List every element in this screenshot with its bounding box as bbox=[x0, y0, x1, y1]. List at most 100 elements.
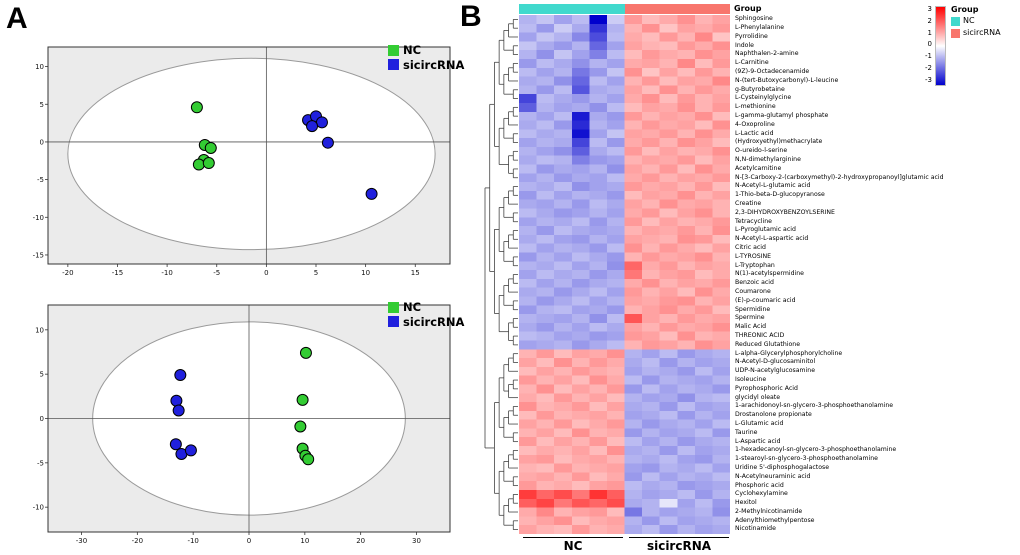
heatmap-row-labels: Sphingosine L-Phenylalanine Pyrrolidine Ind… bbox=[733, 15, 1020, 534]
row-label: N-[3-Carboxy-2-(carboxymethyl)-2-hydroxy… bbox=[735, 173, 944, 181]
svg-text:-20: -20 bbox=[62, 269, 73, 277]
row-label: N,N-dimethylarginine bbox=[735, 156, 801, 164]
row-label: Acetylcarnitine bbox=[735, 164, 782, 172]
row-label: O-ureido-l-serine bbox=[735, 147, 788, 155]
svg-text:10: 10 bbox=[35, 63, 44, 71]
row-label: Malic Acid bbox=[735, 323, 767, 331]
svg-text:20: 20 bbox=[356, 537, 365, 545]
row-label: Phosphoric acid bbox=[735, 481, 784, 489]
row-label: 2,3-DIHYDROXYBENZOYLSERINE bbox=[735, 208, 835, 216]
svg-text:5: 5 bbox=[40, 101, 44, 109]
row-label: (9Z)-9-Octadecenamide bbox=[735, 68, 810, 76]
row-label: (E)-p-coumaric acid bbox=[735, 296, 796, 304]
color-scale-tick: -3 bbox=[925, 75, 932, 84]
score-plot-bottom: -30 -20 -10 0 10 20 30 -10 -5 0 5 10 bbox=[33, 304, 451, 545]
row-label: Taurine bbox=[735, 428, 758, 436]
row-label: Adenylthiomethylpentose bbox=[735, 516, 815, 524]
row-label: Naphthalen-2-amine bbox=[735, 50, 799, 58]
svg-text:10: 10 bbox=[300, 537, 309, 545]
row-label: Isoleucine bbox=[735, 375, 767, 383]
group-annotation-bar bbox=[519, 4, 730, 14]
svg-text:-20: -20 bbox=[132, 537, 143, 545]
annotation-sicircrna bbox=[624, 4, 730, 14]
row-label: N(1)-acetylspermidine bbox=[735, 270, 804, 278]
row-label: Cyclohexylamine bbox=[735, 490, 788, 498]
row-label: THREONIC ACID bbox=[735, 331, 785, 339]
row-label: L-Cysteinylglycine bbox=[735, 94, 792, 102]
panel-a-label: A bbox=[6, 2, 28, 35]
sicircrna-color-swatch bbox=[388, 59, 399, 71]
row-label: Citric acid bbox=[735, 243, 766, 251]
panel-b-label: B bbox=[460, 0, 482, 33]
row-label: Reduced Glutathione bbox=[735, 340, 801, 348]
legend-label-nc: NC bbox=[403, 300, 422, 314]
legend-item-nc: NC bbox=[388, 44, 464, 57]
svg-text:-5: -5 bbox=[37, 459, 44, 467]
row-label: N-Acetylneuraminic acid bbox=[735, 472, 811, 480]
row-label: 2-Methylnicotinamide bbox=[735, 507, 803, 515]
row-label: N-Acetyl-L-glutamic acid bbox=[735, 182, 811, 190]
sicircrna-group-label: sicircRNA bbox=[646, 539, 712, 553]
annotation-nc bbox=[519, 4, 625, 14]
row-label: Creatine bbox=[735, 200, 762, 207]
color-scale-tick: 0 bbox=[927, 40, 932, 49]
row-label: N-Acetyl-D-glucosaminitol bbox=[735, 358, 816, 366]
svg-text:-15: -15 bbox=[33, 251, 44, 259]
group-legend: Group NC sicircRNA bbox=[951, 6, 1001, 38]
row-label: 4-Oxoproline bbox=[735, 120, 775, 128]
svg-text:-10: -10 bbox=[33, 214, 44, 222]
row-label: N-Acetyl-L-aspartic acid bbox=[735, 235, 809, 243]
sicircrna-color-swatch bbox=[388, 316, 399, 328]
nc-group-label: NC bbox=[563, 539, 583, 553]
svg-text:-5: -5 bbox=[37, 176, 44, 184]
row-label: L-methionine bbox=[735, 103, 776, 111]
svg-text:-10: -10 bbox=[33, 504, 44, 512]
color-scale-bar bbox=[935, 6, 946, 86]
row-label: Uridine 5'-diphosphogalactose bbox=[735, 463, 830, 471]
row-label: 1-arachidonoyl-sn-glycero-3-phosphoethan… bbox=[735, 402, 894, 410]
legend-item-nc: NC bbox=[388, 301, 464, 314]
row-label: UDP-N-acetylglucosamine bbox=[735, 367, 816, 375]
row-label: Benzoic acid bbox=[735, 279, 774, 287]
color-scale-tick: 1 bbox=[927, 28, 932, 37]
svg-text:0: 0 bbox=[40, 415, 44, 423]
score-plot-top-legend: NC sicircRNA bbox=[388, 44, 464, 71]
legend-item-nc: NC bbox=[951, 16, 1001, 26]
svg-text:-15: -15 bbox=[112, 269, 123, 277]
legend-item-sicircrna: sicircRNA bbox=[951, 28, 1001, 38]
svg-text:5: 5 bbox=[314, 269, 318, 277]
row-label: Drostanolone propionate bbox=[735, 411, 812, 419]
row-label: Coumarone bbox=[735, 287, 771, 295]
nc-color-swatch bbox=[388, 301, 399, 313]
row-label: N-(tert-Butoxycarbonyl)-L-leucine bbox=[735, 76, 839, 84]
svg-text:15: 15 bbox=[411, 269, 420, 277]
svg-text:0: 0 bbox=[247, 537, 251, 545]
row-label: L-gamma-glutamyl phosphate bbox=[735, 112, 829, 120]
nc-group-label-text: NC bbox=[963, 16, 975, 26]
heatmap-legend: 3 2 1 0 -1 -2 -3 Group NC sicircRNA bbox=[922, 6, 1001, 86]
svg-text:-5: -5 bbox=[213, 269, 220, 277]
nc-group-swatch bbox=[951, 17, 960, 26]
score-plot-top: -20 -15 -10 -5 0 5 10 15 -15 -10 -5 0 5 10 bbox=[33, 46, 451, 277]
svg-text:-10: -10 bbox=[187, 537, 198, 545]
row-label: L-Aspartic acid bbox=[735, 437, 781, 445]
row-label: L-TYROSINE bbox=[735, 252, 772, 260]
color-scale-tick: 3 bbox=[927, 5, 932, 13]
row-label: 1-stearoyl-sn-glycero-3-phosphoethanolam… bbox=[735, 455, 878, 463]
color-scale-tick: 2 bbox=[927, 16, 932, 25]
group-annotation-label: Group bbox=[734, 4, 762, 13]
row-label: L-Tryptophan bbox=[735, 261, 775, 269]
svg-text:0: 0 bbox=[264, 269, 268, 277]
nc-color-swatch bbox=[388, 44, 399, 56]
row-label: Spermidine bbox=[735, 305, 771, 313]
row-label: Spermine bbox=[735, 314, 765, 322]
row-label: L-Pyroglutamic acid bbox=[735, 226, 796, 234]
row-label: 1-Thio-beta-D-glucopyranose bbox=[735, 191, 825, 199]
dendrogram bbox=[484, 18, 518, 531]
svg-text:10: 10 bbox=[361, 269, 370, 277]
row-label: (Hydroxyethyl)methacrylate bbox=[735, 138, 823, 146]
score-plot-bottom-legend: NC sicircRNA bbox=[388, 301, 464, 328]
svg-text:-10: -10 bbox=[161, 269, 172, 277]
legend-label-nc: NC bbox=[403, 43, 422, 57]
